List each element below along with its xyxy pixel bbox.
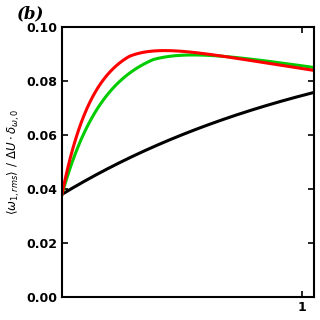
Case T2: [60, 192, 64, 196]
Case T2: [86, 124, 90, 127]
Case T1: [60, 192, 64, 196]
Case T3: [257, 60, 261, 64]
Case T3: [172, 49, 175, 53]
Case T3: [60, 192, 64, 196]
Case T2: [234, 56, 237, 60]
Case T1: [313, 91, 316, 94]
Case T2: [262, 59, 266, 63]
Case T1: [162, 140, 166, 144]
Line: Case T1: Case T1: [62, 92, 315, 194]
Case T3: [162, 49, 166, 52]
Y-axis label: $\langle\omega_{1,rms}\rangle\ /\ \Delta U\cdot\delta_{\omega,0}$: $\langle\omega_{1,rms}\rangle\ /\ \Delta…: [5, 109, 22, 215]
Case T3: [313, 68, 316, 72]
Case T2: [257, 58, 261, 62]
Line: Case T2: Case T2: [62, 55, 315, 194]
Text: (b): (b): [17, 5, 44, 22]
Case T1: [261, 105, 265, 108]
Line: Case T3: Case T3: [62, 51, 315, 194]
Case T1: [86, 178, 90, 181]
Case T2: [313, 66, 316, 69]
Case T3: [262, 60, 266, 64]
Case T3: [86, 105, 90, 108]
Case T2: [191, 53, 195, 57]
Case T1: [233, 113, 237, 117]
Case T3: [163, 49, 166, 52]
Case T2: [162, 55, 166, 59]
Case T3: [234, 56, 237, 60]
Case T1: [257, 106, 261, 110]
Case T2: [171, 54, 175, 58]
Case T1: [171, 136, 175, 140]
